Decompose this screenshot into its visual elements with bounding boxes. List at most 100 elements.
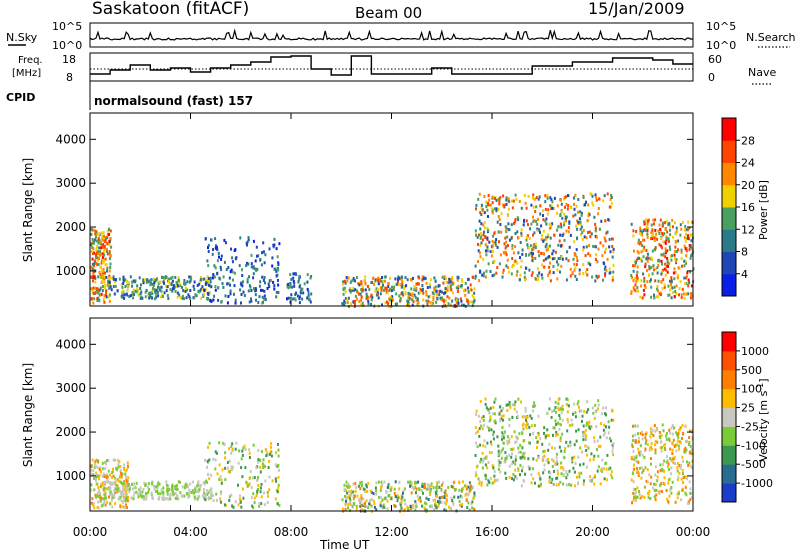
echo-cell <box>684 239 687 243</box>
x-tick-label: 20:00 <box>575 525 610 539</box>
echo-cell <box>418 276 421 280</box>
echo-cell <box>230 445 233 449</box>
echo-cell <box>121 293 124 297</box>
echo-cell <box>414 500 417 504</box>
echo-cell <box>457 301 460 305</box>
echo-cell <box>153 288 156 292</box>
echo-cell <box>98 288 101 292</box>
echo-cell <box>666 455 669 459</box>
echo-cell <box>341 302 344 306</box>
echo-cell <box>403 287 406 291</box>
echo-cell <box>484 473 487 477</box>
echo-cell <box>545 242 548 246</box>
echo-cell <box>608 425 611 429</box>
echo-cell <box>498 453 501 457</box>
echo-cell <box>688 436 691 439</box>
echo-cell <box>643 276 646 280</box>
echo-cell <box>514 475 517 479</box>
echo-cell <box>488 198 491 202</box>
echo-cell <box>649 482 652 486</box>
echo-cell <box>452 291 454 295</box>
echo-cell <box>246 484 249 488</box>
echo-cell <box>373 502 376 506</box>
echo-cell <box>128 295 131 298</box>
echo-cell <box>376 293 379 296</box>
echo-cell <box>212 273 215 277</box>
echo-cell <box>125 478 128 482</box>
echo-cell <box>542 239 545 243</box>
echo-cell <box>146 280 148 284</box>
echo-cell <box>278 468 280 472</box>
echo-cell <box>234 301 237 305</box>
echo-cell <box>661 423 664 427</box>
echo-cell <box>112 285 115 288</box>
echo-cell <box>531 258 534 262</box>
echo-cell <box>343 279 346 283</box>
echo-cell <box>536 229 539 232</box>
echo-cell <box>391 285 393 289</box>
echo-cell <box>126 488 129 492</box>
echo-cell <box>670 472 673 476</box>
echo-cell <box>448 505 450 509</box>
echo-cell <box>687 234 689 238</box>
echo-cell <box>456 276 459 280</box>
echo-cell <box>123 467 125 471</box>
echo-cell <box>578 268 581 272</box>
echo-cell <box>269 452 271 456</box>
echo-cell <box>124 469 127 473</box>
echo-cell <box>200 276 202 279</box>
echo-cell <box>531 196 534 200</box>
echo-cell <box>96 491 99 495</box>
echo-cell <box>438 293 441 297</box>
echo-cell <box>492 242 495 246</box>
echo-cell <box>561 466 564 470</box>
echo-cell <box>523 439 526 443</box>
echo-cell <box>274 267 277 271</box>
echo-cell <box>278 503 281 507</box>
echo-cell <box>491 211 494 215</box>
echo-cell <box>526 416 529 419</box>
echo-cell <box>409 481 412 484</box>
echo-cell <box>478 233 480 237</box>
echo-cell <box>124 493 127 497</box>
echo-cell <box>145 492 147 495</box>
echo-cell <box>171 486 174 490</box>
echo-cell <box>589 427 592 430</box>
echo-cell <box>649 435 652 439</box>
echo-cell <box>122 505 125 509</box>
echo-cell <box>507 403 510 407</box>
echo-cell <box>453 480 456 484</box>
echo-cell <box>293 272 296 276</box>
echo-cell <box>666 497 669 501</box>
echo-cell <box>241 475 244 479</box>
echo-cell <box>224 456 226 460</box>
echo-cell <box>375 287 378 291</box>
echo-cell <box>637 289 639 293</box>
echo-cell <box>119 468 122 472</box>
echo-cell <box>661 224 664 228</box>
echo-cell <box>196 284 199 287</box>
echo-cell <box>185 296 188 300</box>
echo-cell <box>402 490 405 493</box>
echo-cell <box>559 233 562 237</box>
nave-tick-top: 60 <box>708 53 722 66</box>
echo-cell <box>493 197 496 200</box>
echo-cell <box>537 484 540 488</box>
echo-cell <box>298 285 301 289</box>
echo-cell <box>130 496 133 500</box>
echo-cell <box>274 497 277 501</box>
echo-cell <box>502 268 505 272</box>
echo-cell <box>95 239 98 243</box>
echo-cell <box>579 210 582 214</box>
echo-cell <box>155 277 158 281</box>
echo-cell <box>681 468 684 472</box>
echo-cell <box>133 482 136 486</box>
echo-cell <box>94 478 97 482</box>
echo-cell <box>533 197 536 201</box>
echo-cell <box>673 267 676 271</box>
echo-cell <box>106 473 109 477</box>
echo-cell <box>604 239 607 243</box>
echo-cell <box>239 494 241 498</box>
echo-cell <box>653 424 656 428</box>
echo-cell <box>435 300 438 304</box>
